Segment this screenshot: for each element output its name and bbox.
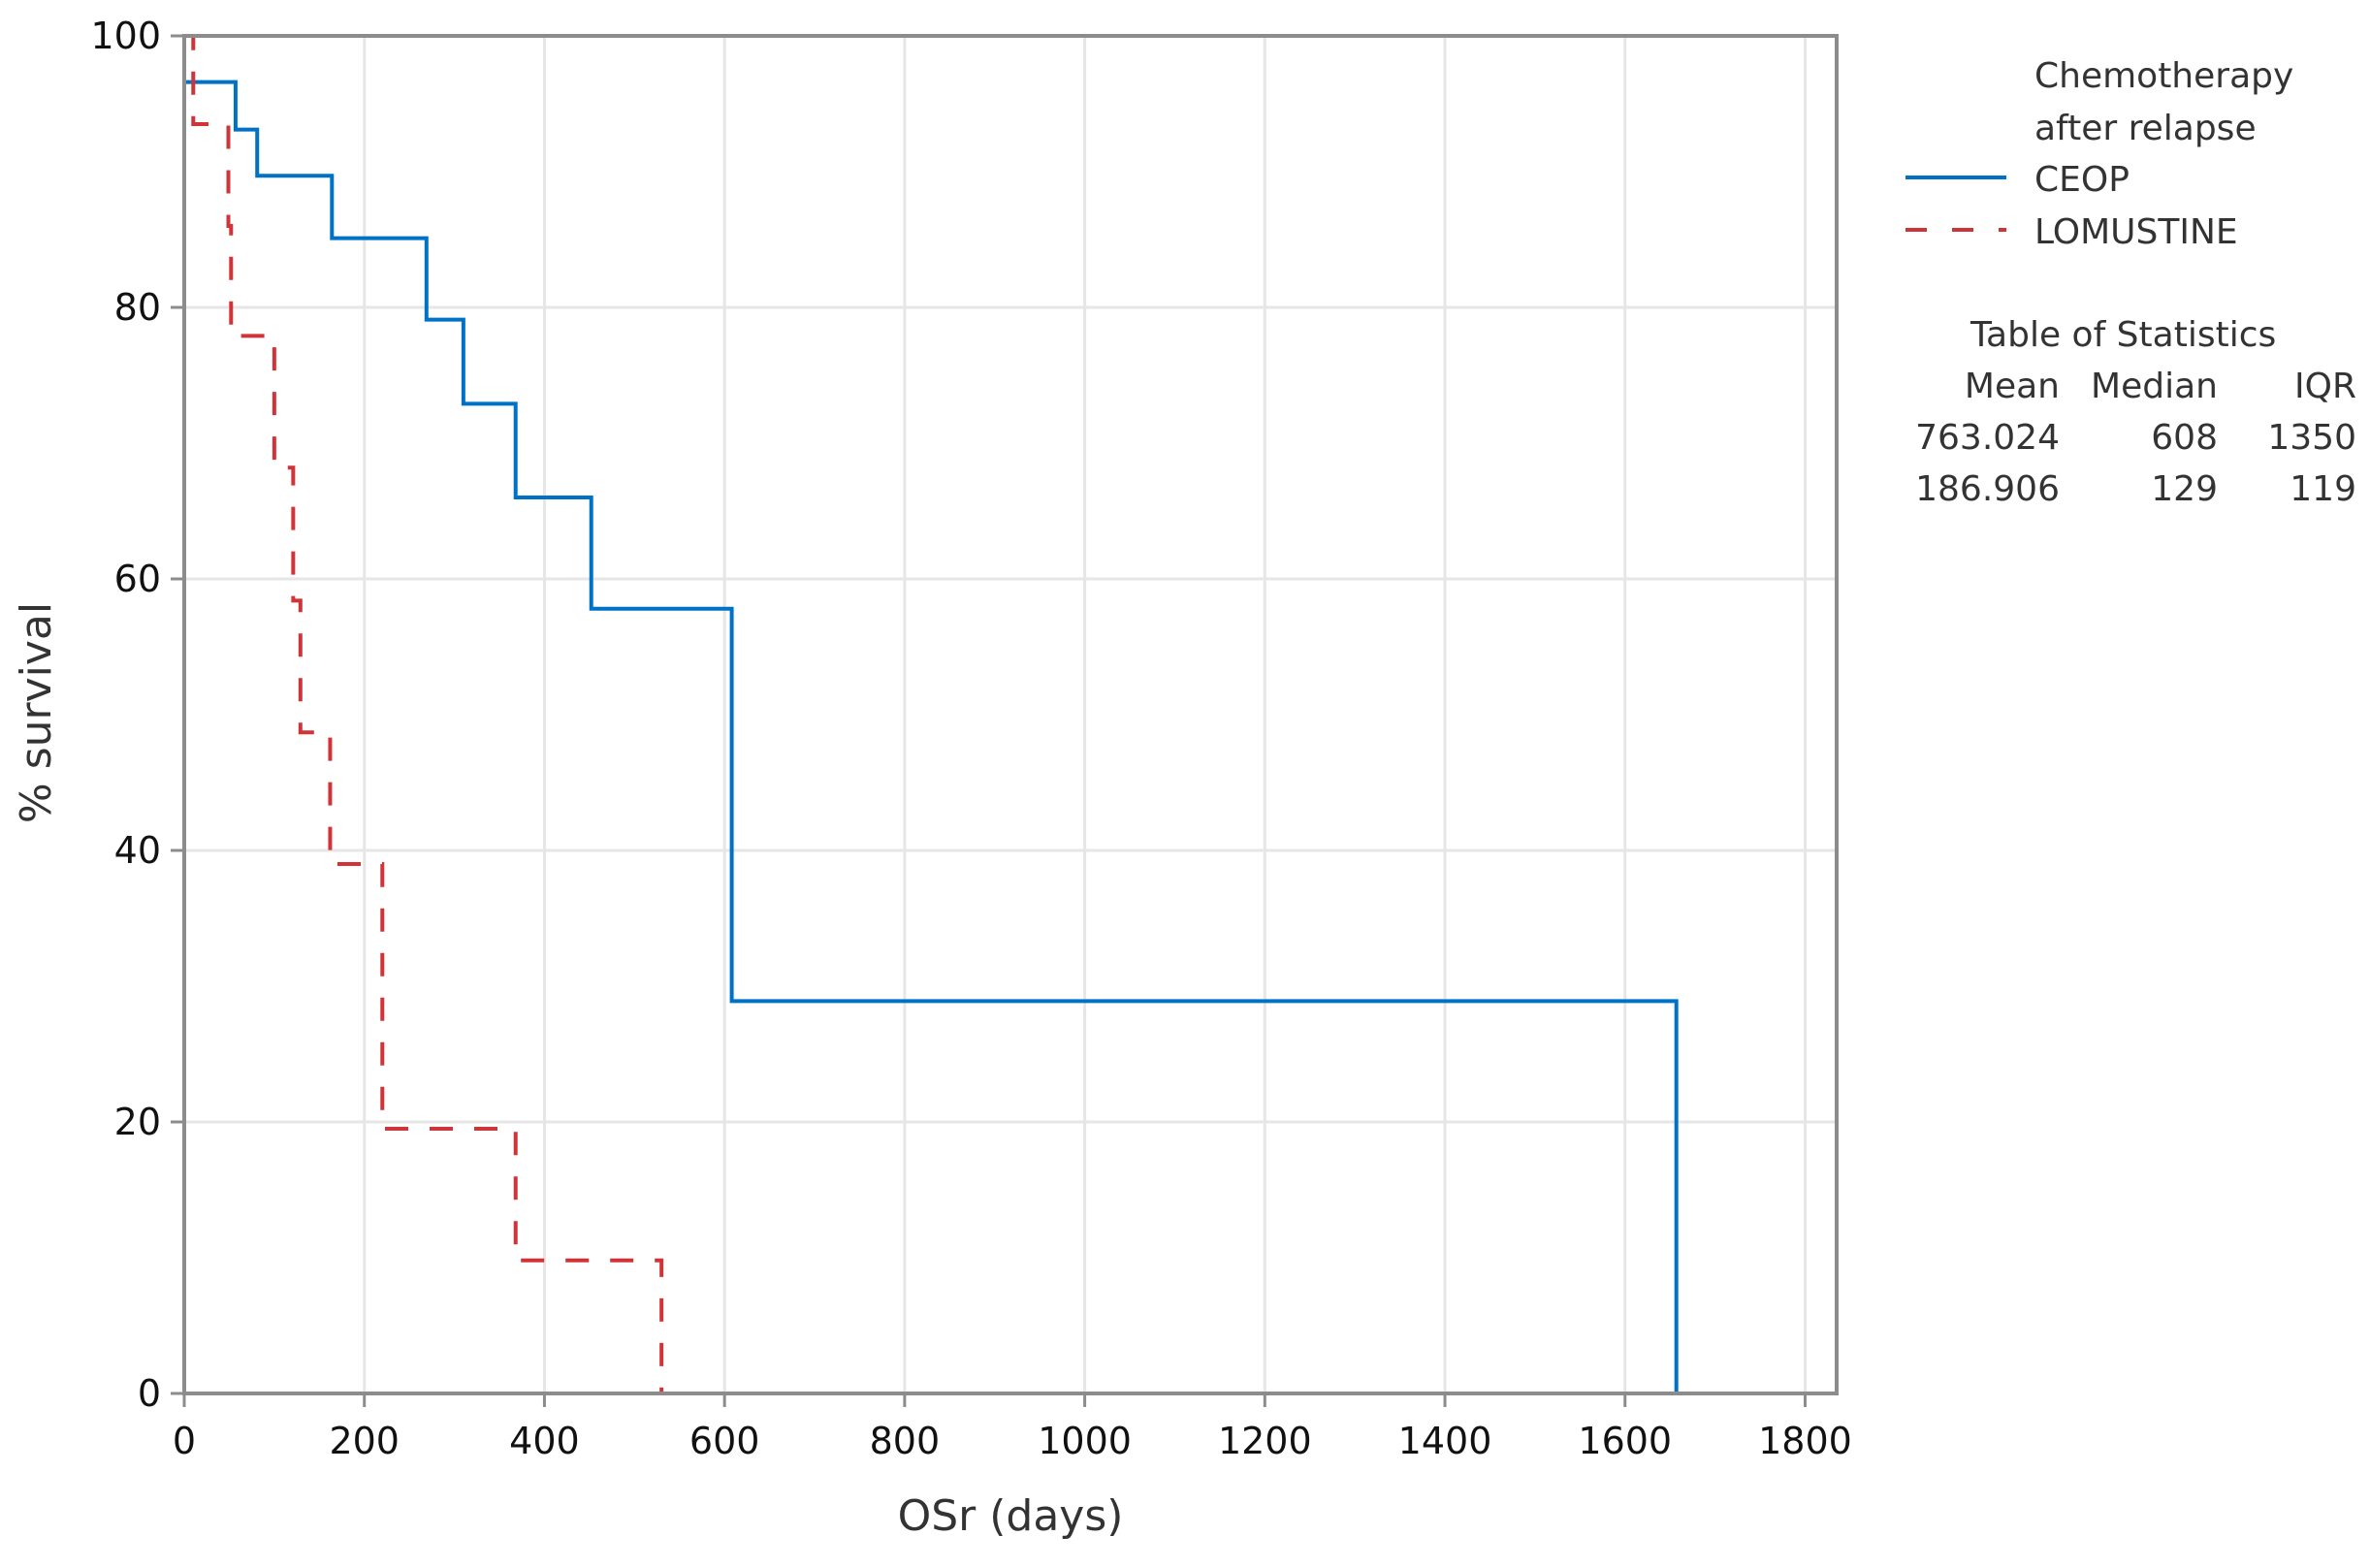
tick-labels: 0 200 400 600 800 1000 1200 1400 1600 1800 0 20 40 60… (90, 15, 1851, 1462)
y-axis-title: % survival (12, 602, 61, 823)
lomustine-survival-curve (184, 34, 1677, 1395)
x-tick-label: 800 (870, 1420, 941, 1462)
survival-curves (184, 34, 1679, 1395)
stats-ceop-mean: 763.024 (1915, 418, 2060, 458)
x-tick-label: 0 (173, 1420, 196, 1462)
legend-title-line1: Chemotherapy (2034, 56, 2293, 96)
x-tick-label: 1000 (1038, 1420, 1132, 1462)
x-tick-label: 1800 (1758, 1420, 1852, 1462)
legend-lomustine-label: LOMUSTINE (2034, 212, 2238, 252)
x-tick-label: 200 (329, 1420, 400, 1462)
x-tick-label: 1400 (1398, 1420, 1492, 1462)
legend-ceop-label: CEOP (2034, 160, 2130, 200)
y-tick-label: 100 (90, 15, 161, 57)
stats-lomustine-iqr: 119 (2290, 469, 2356, 509)
y-tick-label: 80 (114, 286, 161, 329)
y-tick-label: 40 (114, 829, 161, 872)
x-tick-label: 1600 (1578, 1420, 1672, 1462)
stats-header-iqr: IQR (2294, 367, 2356, 406)
gridlines (184, 36, 1837, 1393)
stats-lomustine-median: 129 (2151, 469, 2218, 509)
stats-ceop-iqr: 1350 (2267, 418, 2356, 458)
x-tick-label: 400 (509, 1420, 580, 1462)
stats-table-title: Table of Statistics (1970, 315, 2276, 355)
y-tick-label: 0 (138, 1372, 161, 1415)
statistics-table: Table of Statistics Mean Median IQR 763.… (1915, 315, 2356, 509)
stats-header-median: Median (2091, 367, 2218, 406)
x-tick-label: 600 (689, 1420, 760, 1462)
stats-ceop-median: 608 (2151, 418, 2218, 458)
plot-frame (182, 34, 1839, 1395)
stats-lomustine-mean: 186.906 (1915, 469, 2060, 509)
axes (171, 34, 1839, 1407)
stats-header-mean: Mean (1965, 367, 2060, 406)
ceop-survival-curve (184, 80, 1679, 1393)
x-axis-title: OSr (days) (898, 1491, 1124, 1541)
legend-title-line2: after relapse (2034, 109, 2257, 148)
y-tick-label: 20 (114, 1101, 161, 1143)
x-tick-label: 1200 (1218, 1420, 1312, 1462)
legend: Chemotherapy after relapse CEOP LOMUSTIN… (1906, 56, 2293, 252)
y-tick-label: 60 (114, 558, 161, 600)
